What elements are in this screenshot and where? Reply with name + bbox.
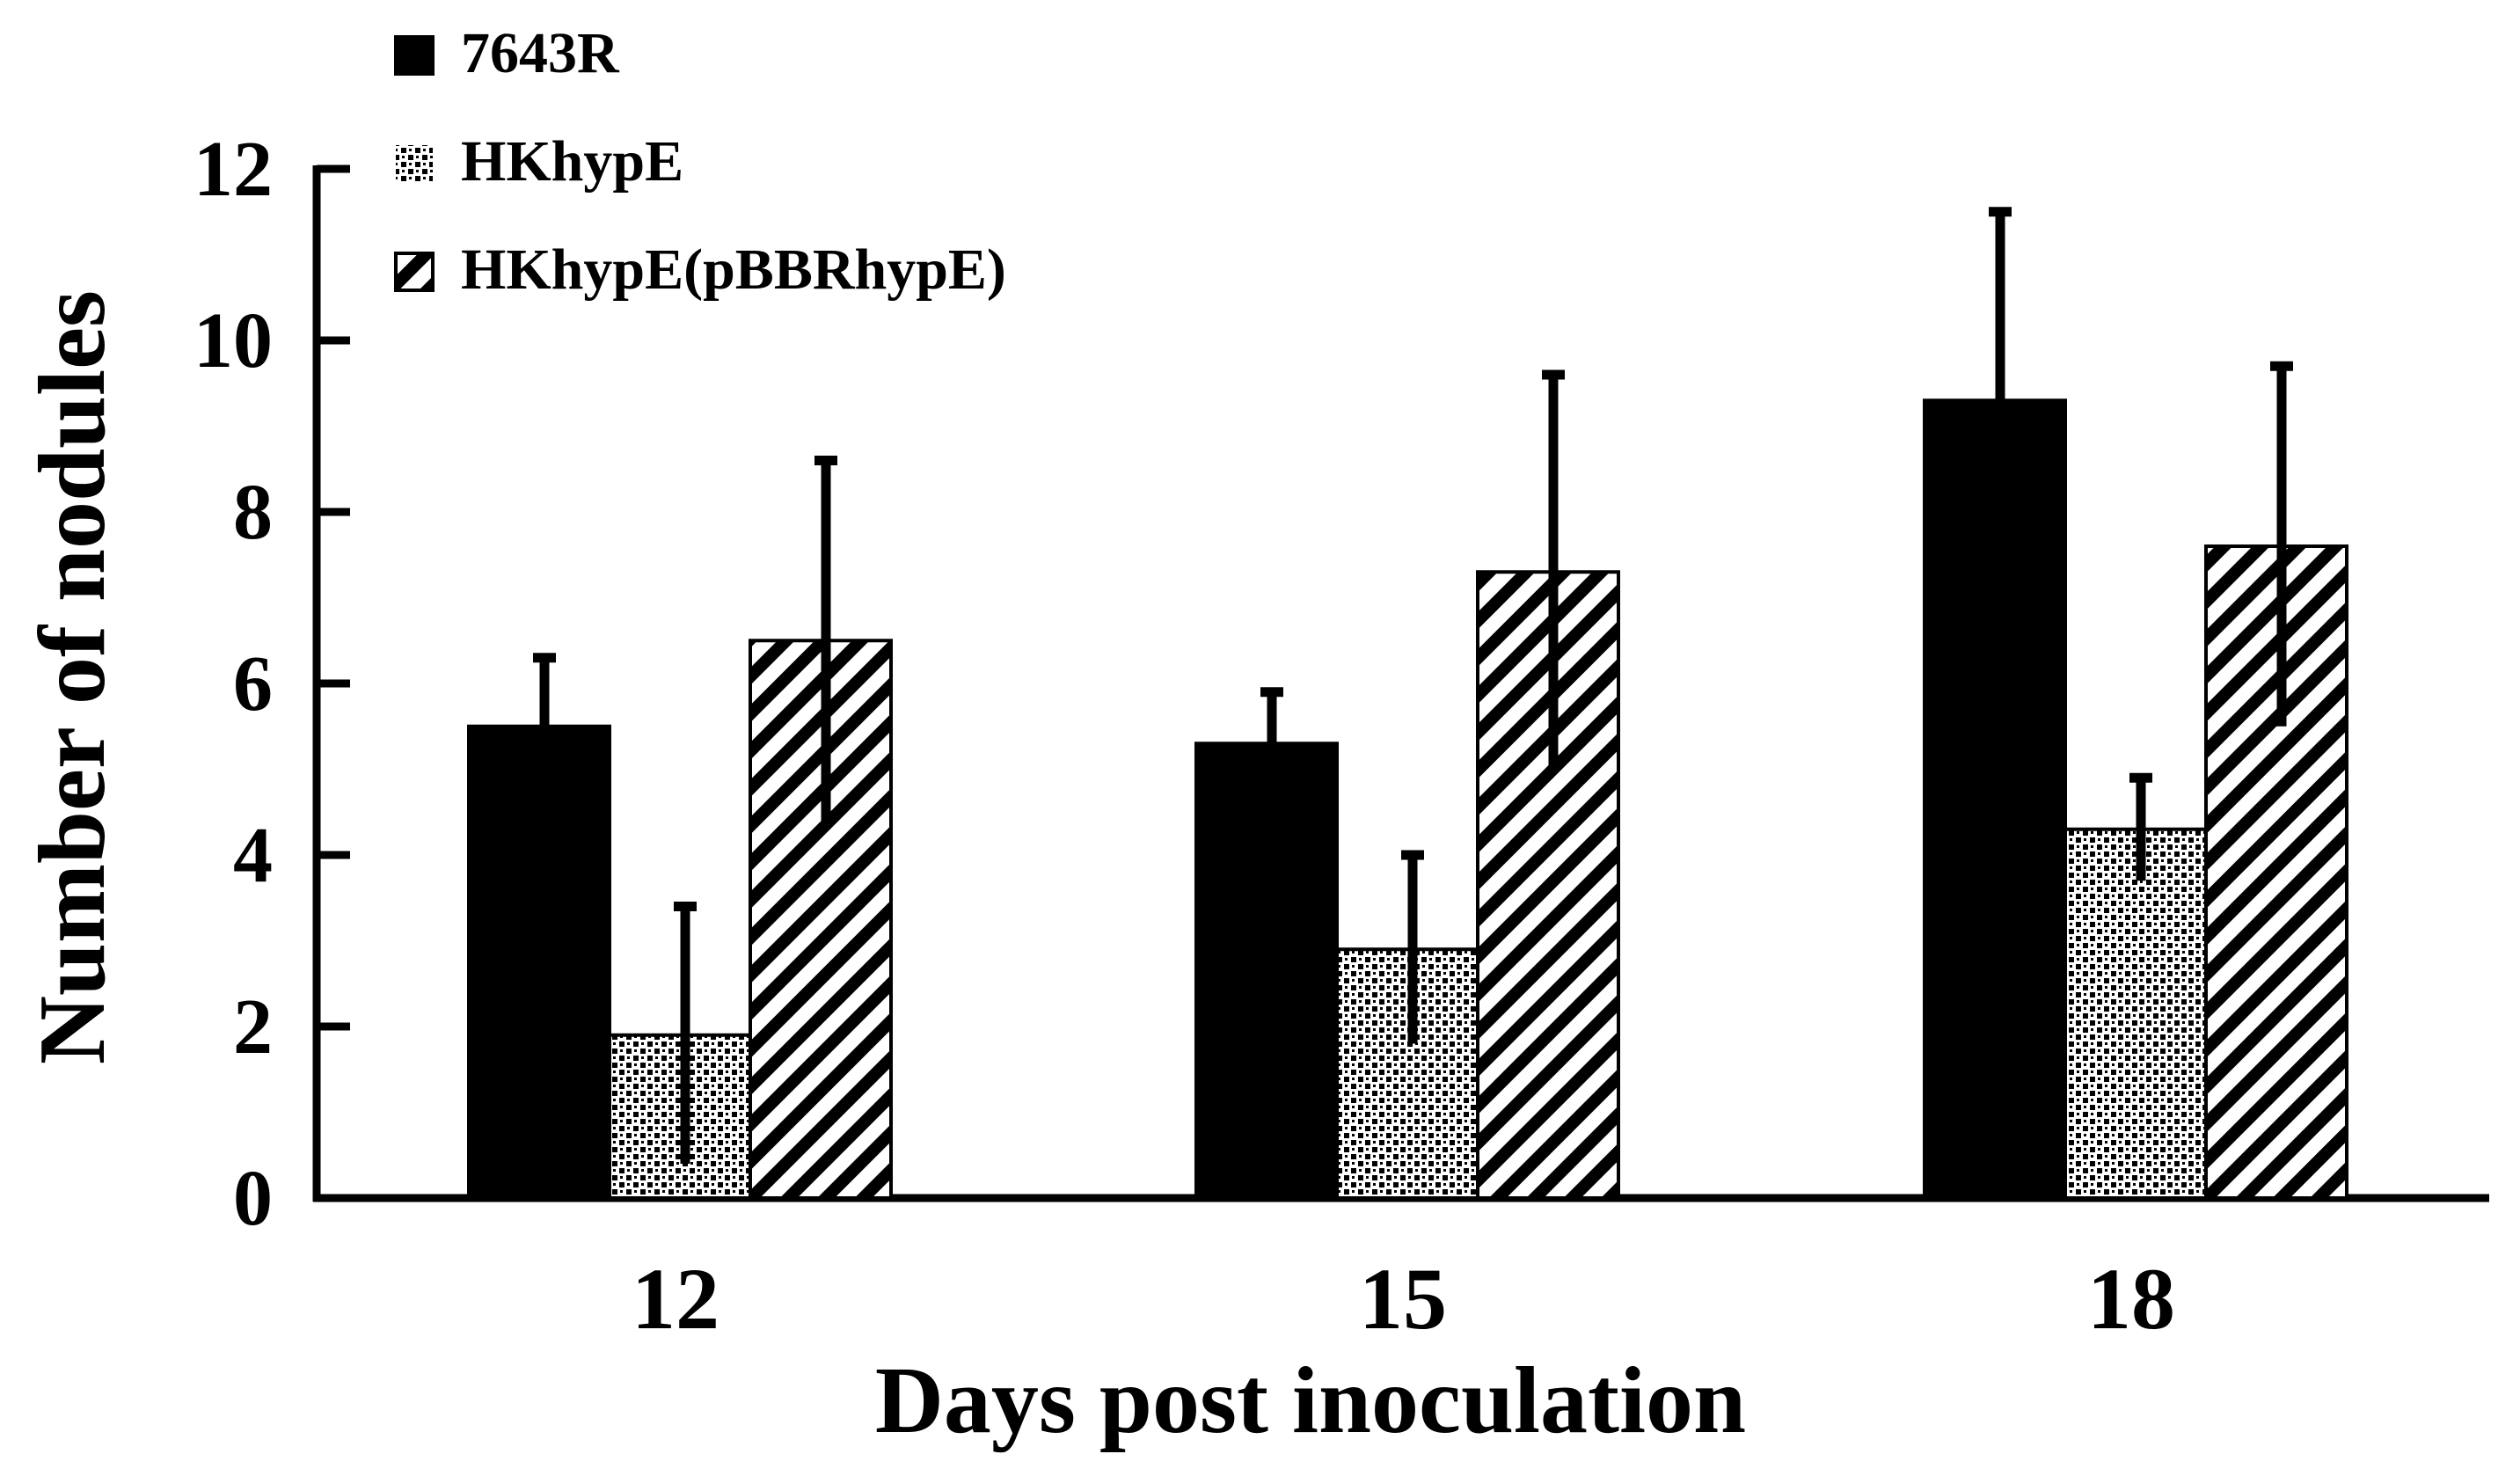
legend-swatch-7643R: [394, 35, 435, 76]
legend-label: HKhypE: [461, 129, 683, 194]
legend-swatch-HKhypE: [396, 145, 433, 182]
legend-label: 7643R: [461, 21, 620, 85]
x-tick-label: 15: [1359, 1250, 1447, 1348]
y-tick-label: 4: [233, 812, 273, 899]
bar-HKhypE(pBBRhypE)-18: [2204, 544, 2348, 1200]
bar-7643R-15: [1194, 742, 1339, 1200]
bar-HKhypE-12: [608, 1033, 752, 1200]
y-axis-label: Number of nodules: [20, 290, 125, 1064]
y-tick-label: 8: [233, 469, 273, 556]
y-tick-label: 2: [233, 983, 273, 1070]
bar-7643R-18: [1923, 398, 2067, 1200]
bar-HKhypE(pBBRhypE)-15: [1476, 570, 1620, 1200]
bars: [467, 398, 2348, 1200]
x-axis-label: Days post inoculation: [875, 1348, 1746, 1453]
y-tick-label: 6: [233, 640, 273, 727]
bar-HKhypE(pBBRhypE)-12: [749, 639, 893, 1200]
tick-labels: 0 2 4 6 8 10 12 12 15 18: [194, 126, 2175, 1348]
y-tick-label: 12: [194, 126, 273, 213]
y-tick-label: 10: [194, 297, 273, 384]
error-bars: [533, 207, 2293, 1164]
legend: 7643R HKhypE HKhypE(pBBRhypE): [394, 21, 1006, 302]
legend-label: HKhypE(pBBRhypE): [461, 237, 1006, 302]
y-tick-label: 0: [233, 1155, 273, 1242]
bar-HKhypE-18: [2063, 827, 2208, 1200]
x-tick-label: 18: [2087, 1250, 2175, 1348]
bar-HKhypE-15: [1335, 947, 1479, 1200]
legend-swatch-HKhypE(pBBRhypE): [394, 252, 435, 292]
x-tick-label: 12: [632, 1250, 719, 1348]
bar-7643R-12: [467, 724, 611, 1200]
